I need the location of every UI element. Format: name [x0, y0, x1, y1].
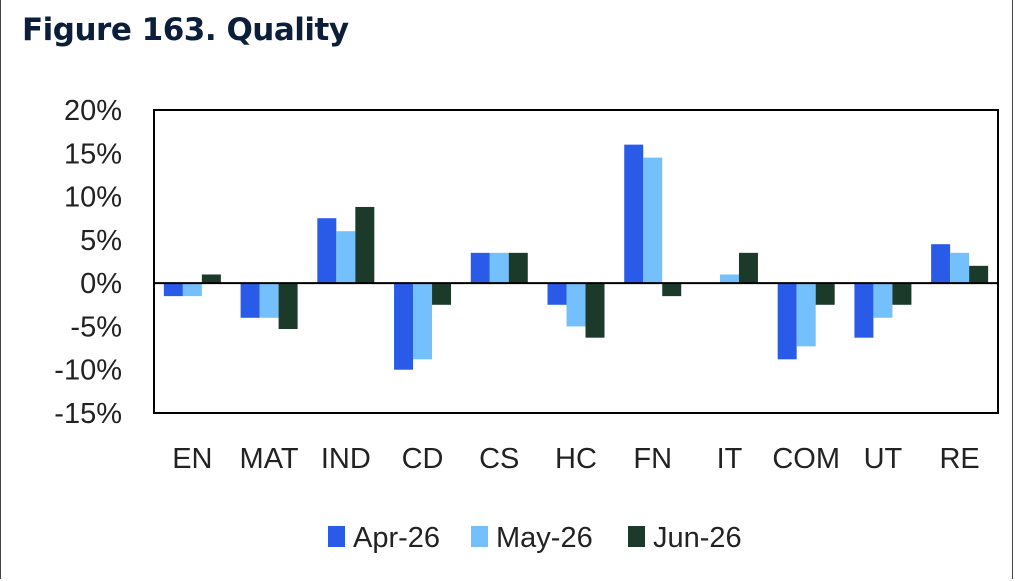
bar-mat-may-26	[259, 283, 279, 318]
bar-fn-may-26	[643, 157, 663, 284]
x-tick-label: CS	[479, 443, 519, 475]
bar-fn-apr-26	[624, 144, 644, 284]
x-tick-label: IT	[717, 443, 743, 475]
bar-ind-jun-26	[355, 206, 375, 284]
x-tick-label: RE	[939, 443, 979, 475]
bars-group	[163, 144, 989, 370]
bar-fn-jun-26	[662, 283, 682, 297]
bar-com-may-26	[796, 283, 816, 347]
bar-ut-may-26	[873, 283, 893, 318]
bar-mat-apr-26	[240, 283, 260, 318]
y-axis-ticks: 20% 15% 10% 5% 0% -5% -10% -15%	[54, 95, 122, 430]
bar-hc-jun-26	[585, 283, 605, 338]
legend-swatch-may-26	[471, 526, 488, 547]
plot-area	[153, 109, 999, 414]
bar-cd-may-26	[413, 283, 433, 360]
x-tick-label: UT	[864, 443, 903, 475]
bar-en-apr-26	[163, 283, 183, 297]
bar-mat-jun-26	[278, 283, 298, 330]
bar-ind-apr-26	[317, 218, 337, 284]
bar-re-apr-26	[931, 244, 951, 284]
x-axis-ticks: EN MAT IND CD CS HC FN IT COM UT RE	[172, 443, 980, 475]
x-tick-label: MAT	[240, 443, 299, 475]
figure-title: Figure 163. Quality	[22, 12, 349, 48]
bar-cs-apr-26	[470, 252, 490, 284]
bar-en-may-26	[182, 283, 202, 297]
x-tick-label: COM	[772, 443, 840, 475]
y-tick-label: 0%	[80, 268, 122, 300]
bar-hc-apr-26	[547, 283, 567, 305]
y-tick-label: -5%	[70, 311, 122, 343]
x-tick-label: FN	[633, 443, 672, 475]
bar-ut-apr-26	[854, 283, 874, 338]
y-tick-label: -10%	[54, 355, 122, 387]
legend-label-may-26: May-26	[496, 522, 593, 554]
bar-cd-apr-26	[394, 283, 414, 370]
y-tick-label: 15%	[64, 138, 122, 170]
legend-swatch-jun-26	[628, 526, 645, 547]
bar-cs-jun-26	[508, 252, 528, 284]
y-tick-label: 5%	[80, 225, 122, 257]
bar-re-may-26	[950, 252, 970, 284]
bar-ind-may-26	[336, 231, 356, 284]
x-tick-label: EN	[172, 443, 212, 475]
bar-com-apr-26	[777, 283, 797, 360]
x-tick-label: IND	[321, 443, 371, 475]
bar-cs-may-26	[489, 252, 509, 284]
y-tick-label: 20%	[64, 95, 122, 127]
bar-re-jun-26	[969, 265, 989, 284]
x-tick-label: HC	[555, 443, 597, 475]
bar-en-jun-26	[201, 274, 221, 284]
bar-ut-jun-26	[892, 283, 912, 305]
bar-it-jun-26	[738, 252, 758, 284]
bar-cd-jun-26	[432, 283, 452, 305]
bar-it-may-26	[719, 274, 739, 284]
legend: Apr-26 May-26 Jun-26	[328, 522, 742, 554]
legend-swatch-apr-26	[328, 526, 345, 547]
x-tick-label: CD	[402, 443, 444, 475]
bar-hc-may-26	[566, 283, 586, 327]
y-tick-label: -15%	[54, 398, 122, 430]
y-tick-label: 10%	[64, 182, 122, 214]
legend-label-jun-26: Jun-26	[653, 522, 742, 554]
bar-com-jun-26	[815, 283, 835, 305]
legend-label-apr-26: Apr-26	[353, 522, 440, 554]
